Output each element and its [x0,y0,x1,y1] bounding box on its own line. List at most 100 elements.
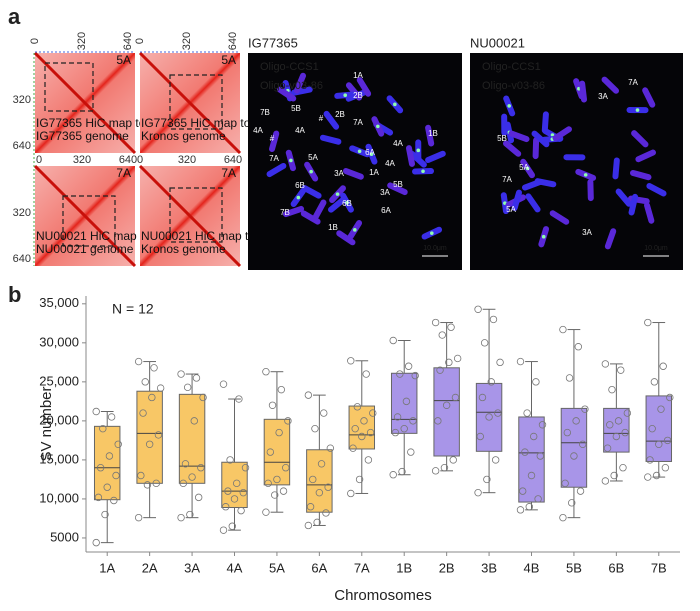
dashed-box [169,187,223,243]
probe-signal [393,102,397,107]
data-point [655,440,663,448]
box [306,449,333,513]
data-point [235,395,243,403]
chromosome-label: 7A [502,175,512,184]
data-point [279,487,288,495]
x-tick-label: 2B [439,560,455,575]
data-point [349,444,357,452]
data-point [107,413,116,421]
box [221,461,248,509]
data-point [94,493,103,502]
axis-tick-label: 0 [137,154,143,166]
dashed-box [44,62,94,112]
axis-tick-label: 640 [119,154,137,166]
data-point [273,475,281,484]
data-point [442,401,451,409]
x-tick-label: 6B [608,560,624,575]
data-point [478,393,487,402]
chromosome-label: 4A [385,159,395,168]
chromosome [501,113,508,136]
chromosome-label: 5A [116,53,131,67]
chromosome [425,150,446,164]
data-point [474,488,482,497]
x-tick-label: 6A [311,560,327,575]
data-point [661,464,670,472]
data-point [364,456,373,464]
chromosome [502,140,522,157]
y-tick-label: 10,000 [39,490,79,505]
chromosome-label: # [319,114,324,123]
data-point [351,424,359,433]
data-point [657,405,665,413]
chromosome-label: 3A [380,188,390,197]
data-point [393,413,402,421]
chromosome-label: 7B [280,208,290,217]
chromosome [323,110,340,130]
chromosome-label: 7A [269,154,279,163]
chromosome [387,182,408,196]
data-point [362,370,370,378]
chromosome-label: 6B [295,181,305,190]
chromosome [612,157,620,180]
map-caption: NU00021 HiC map to [36,229,150,243]
probe-signal [507,104,511,108]
data-point [453,354,462,363]
chromosome-label: 4A [253,126,263,135]
chromosome [293,72,307,94]
chromosome [644,202,655,224]
data-point [576,487,585,495]
chromosome-label: 7B [260,108,270,117]
data-point [360,417,368,425]
data-point [92,407,100,416]
box [178,393,206,484]
chromosome [532,137,540,160]
panel-label: a [8,4,21,29]
data-point [614,417,623,425]
chromosome-label: 3A [598,92,608,101]
probe-signal [309,169,313,174]
hic-diagonal [33,164,137,268]
data-point [536,452,544,460]
chromosome-label: 7A [116,166,131,180]
data-point [623,409,632,417]
data-point [525,503,533,511]
data-point [489,315,498,324]
data-point [355,475,364,484]
chromosome [534,178,557,188]
chromosome [646,183,667,197]
chromosome [312,199,327,220]
data-point [431,467,440,475]
data-point [143,481,152,489]
chromosome-label: 7A [353,118,363,127]
chromosome-label: 7A [221,166,236,180]
data-point [581,405,589,413]
chromosome [336,230,356,246]
probe-signal [635,108,640,112]
data-point [181,460,190,468]
x-tick-label: 4B [524,560,540,575]
data-point [137,471,145,480]
map-caption: NU00021 genome [36,242,134,256]
chromosome-label: 4A [393,139,403,148]
data-point [264,479,272,488]
box [348,405,376,450]
data-point [192,374,201,382]
box [645,395,673,462]
data-point [434,417,442,425]
data-point [139,409,147,417]
x-tick-label: 5A [269,560,285,575]
chromosome [549,210,570,225]
data-point [92,538,100,547]
axis-tick-label: 0 [134,38,146,44]
chromosome [579,80,588,103]
data-point [391,428,400,437]
data-point [519,487,527,495]
axis-tick-label: 0 [29,38,41,44]
axis-tick-label: 640 [227,32,239,50]
probe-label: Oligo-v03-86 [482,80,545,92]
data-point [145,440,154,448]
data-point [438,331,446,339]
chromosome [342,168,364,180]
chromosome [628,193,639,216]
